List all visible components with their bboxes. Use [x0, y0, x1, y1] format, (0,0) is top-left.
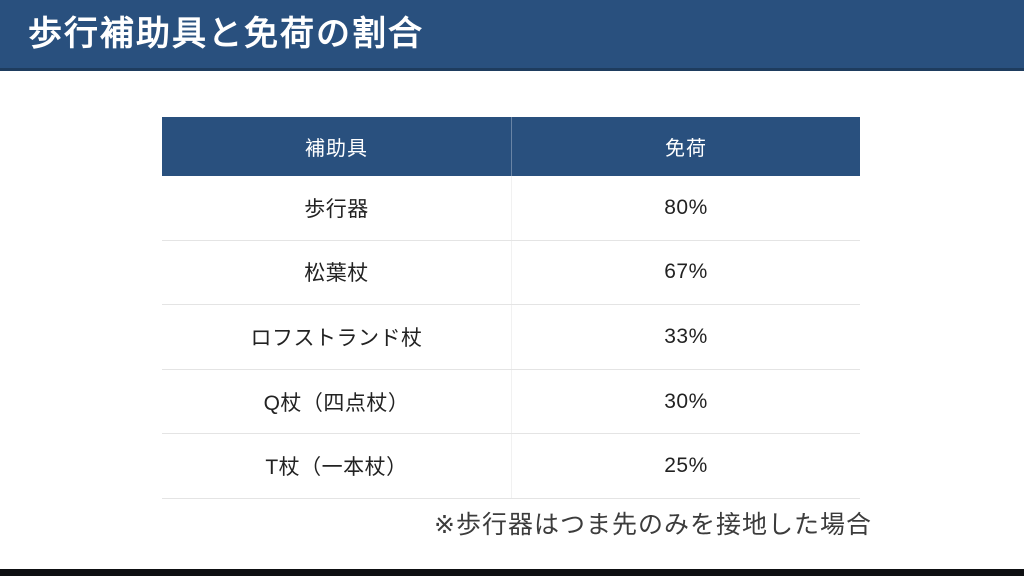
table-row: 松葉杖 67% [162, 240, 860, 306]
slide-footer-bar [0, 569, 1024, 576]
table-row: T杖（一本杖） 25% [162, 434, 860, 499]
cell-offload: 33% [511, 305, 860, 369]
cell-aid: ロフストランド杖 [250, 326, 423, 350]
cell-aid: Q杖（四点杖） [263, 391, 410, 415]
table-row: Q杖（四点杖） 30% [162, 369, 860, 435]
table-row: 歩行器 80% [162, 176, 860, 241]
cell-offload: 67% [511, 240, 860, 305]
page-title: 歩行補助具と免荷の割合 [28, 15, 424, 53]
cell-offload: 30% [511, 369, 860, 434]
table-row: ロフストランド杖 33% [162, 305, 860, 370]
cell-offload: 80% [511, 176, 860, 240]
cell-aid: 歩行器 [304, 197, 369, 221]
cell-aid: T杖（一本杖） [265, 456, 408, 480]
footnote: ※歩行器はつま先のみを接地した場合 [434, 511, 872, 539]
table-header-row: 補助具 免荷 [162, 117, 860, 176]
table-header-offload: 免荷 [511, 117, 860, 176]
cell-aid: 松葉杖 [304, 262, 369, 286]
walking-aids-table: 補助具 免荷 歩行器 80% 松葉杖 67% ロフストランド杖 33% Q杖（四… [162, 117, 860, 499]
table-header-aid: 補助具 [305, 138, 368, 160]
cell-offload: 25% [511, 434, 860, 498]
slide-title-bar: 歩行補助具と免荷の割合 [0, 0, 1024, 71]
